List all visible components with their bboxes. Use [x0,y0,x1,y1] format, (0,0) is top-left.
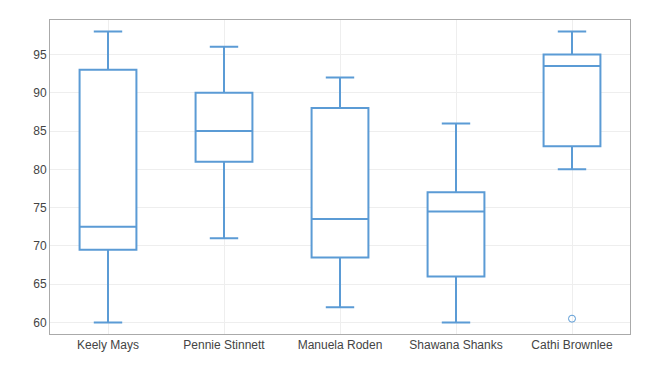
svg-text:85: 85 [33,124,47,138]
svg-text:95: 95 [33,48,47,62]
svg-text:75: 75 [33,201,47,215]
svg-text:65: 65 [33,277,47,291]
svg-text:90: 90 [33,86,47,100]
svg-text:Pennie Stinnett: Pennie Stinnett [183,338,265,352]
svg-text:Shawana Shanks: Shawana Shanks [409,338,502,352]
svg-text:Keely Mays: Keely Mays [77,338,139,352]
svg-text:60: 60 [33,316,47,330]
svg-text:Manuela Roden: Manuela Roden [298,338,383,352]
svg-text:80: 80 [33,163,47,177]
svg-text:70: 70 [33,239,47,253]
svg-text:Cathi Brownlee: Cathi Brownlee [531,338,613,352]
